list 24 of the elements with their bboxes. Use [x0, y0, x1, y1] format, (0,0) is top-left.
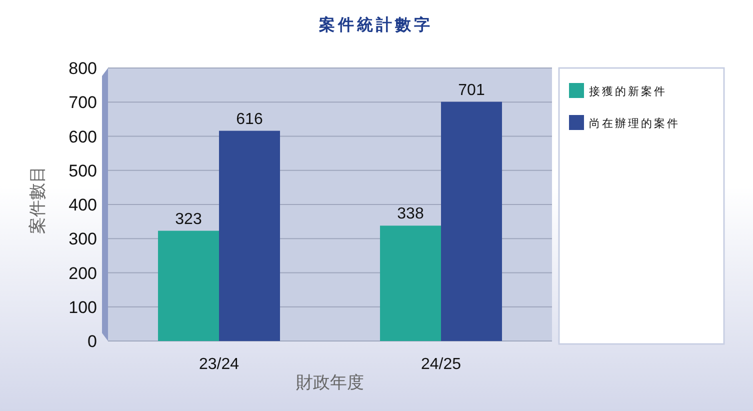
bar — [158, 230, 219, 341]
y-tick-label: 400 — [68, 196, 97, 214]
y-tick-label: 600 — [68, 127, 97, 146]
data-label: 616 — [236, 110, 263, 128]
x-tick-label: 24/25 — [420, 356, 462, 373]
y-tick-label: 100 — [68, 298, 97, 317]
bar — [219, 130, 280, 341]
y-tick-label: 700 — [68, 93, 97, 112]
x-tick-label: 23/24 — [198, 356, 240, 373]
y-tick-label: 200 — [68, 264, 97, 283]
y-tick-label: 0 — [88, 332, 97, 351]
legend-label: 接獲的新案件 — [589, 85, 667, 98]
bar — [441, 102, 502, 341]
y-tick-label: 500 — [68, 161, 97, 180]
data-label: 323 — [175, 210, 202, 228]
data-label: 701 — [458, 82, 485, 99]
chart-title: 案件統計數字 — [318, 15, 433, 34]
data-label: 338 — [397, 206, 424, 223]
bar — [380, 226, 441, 341]
legend-label: 尚在辦理的案件 — [589, 117, 680, 130]
y-tick-label: 800 — [68, 59, 97, 78]
y-tick-label: 300 — [68, 230, 97, 249]
x-axis-title: 財政年度 — [296, 373, 364, 392]
y-axis-title: 案件數目 — [28, 166, 47, 234]
